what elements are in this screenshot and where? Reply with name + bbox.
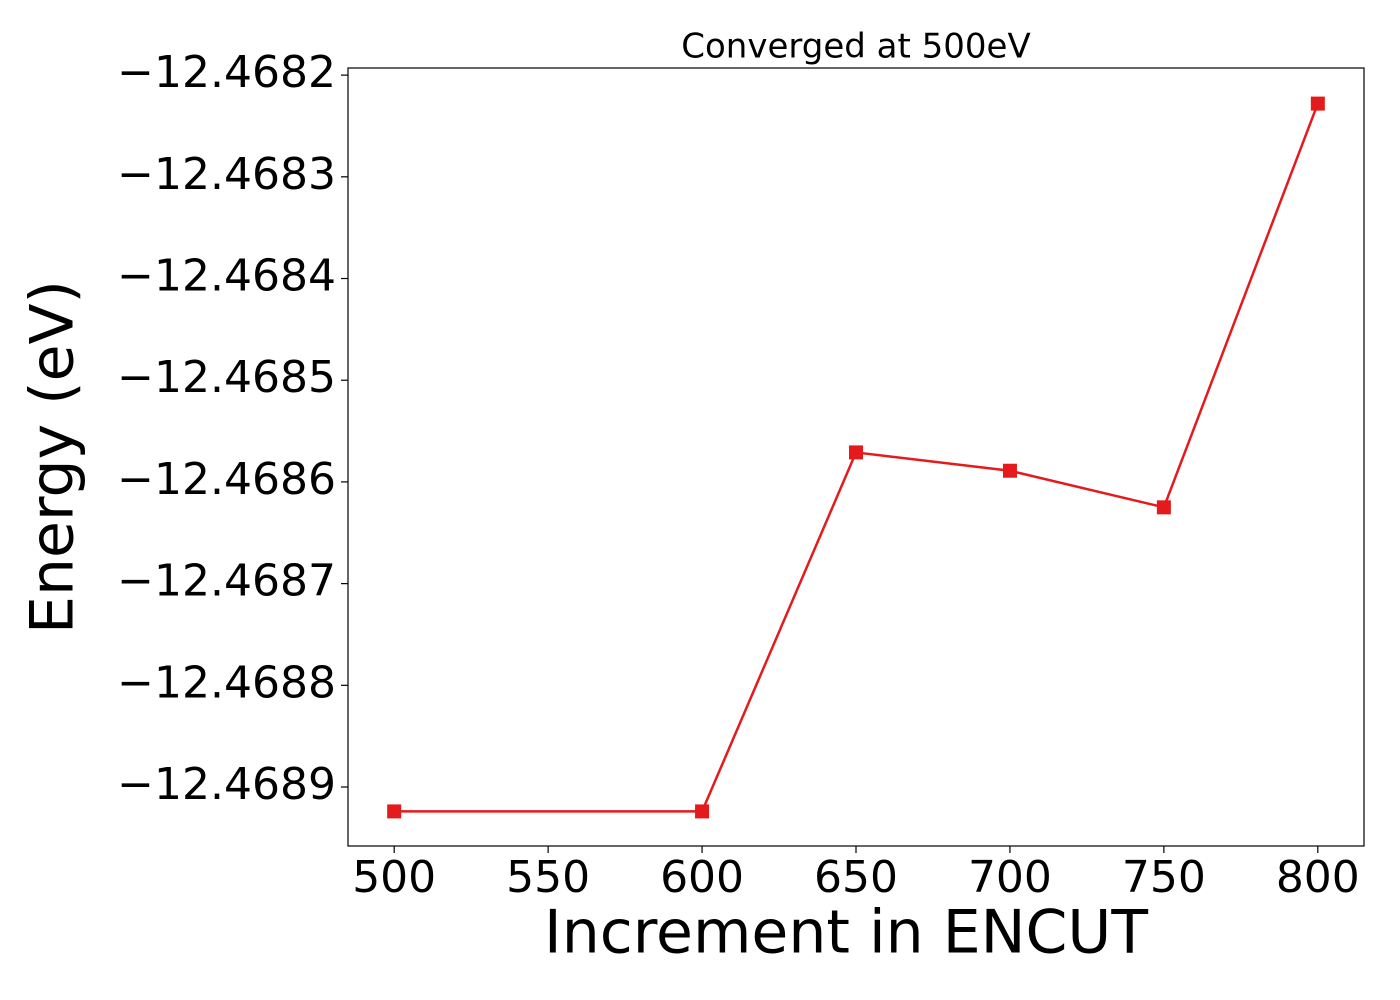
- x-tick-label: 800: [1276, 852, 1360, 903]
- data-line: [394, 103, 1319, 813]
- x-tick-label: 750: [1122, 852, 1206, 903]
- data-point: [387, 804, 402, 819]
- x-tick-label: 600: [660, 852, 744, 903]
- x-axis-label: Increment in ENCUT: [544, 898, 1148, 968]
- y-tick-label: −12.4687: [117, 556, 336, 607]
- data-point: [1156, 500, 1171, 515]
- x-tick-label: 700: [968, 852, 1052, 903]
- data-point: [849, 445, 863, 460]
- y-tick-label: −12.4683: [117, 149, 336, 200]
- y-tick-label: −12.4685: [117, 352, 336, 403]
- y-tick-label: −12.4686: [117, 454, 336, 505]
- x-tick-label: 550: [506, 852, 590, 903]
- y-tick-label: −12.4689: [117, 759, 336, 810]
- data-point: [1310, 96, 1325, 111]
- y-tick-label: −12.4688: [117, 657, 336, 708]
- data-point: [695, 804, 710, 819]
- chart-title: Converged at 500eV: [681, 27, 1030, 67]
- x-tick-label: 500: [352, 852, 436, 903]
- y-tick-label: −12.4684: [117, 251, 336, 302]
- y-tick-label: −12.4682: [117, 47, 336, 98]
- x-tick-label: 650: [814, 852, 898, 903]
- data-point: [1002, 463, 1017, 478]
- y-axis-label: Energy (eV): [18, 280, 88, 634]
